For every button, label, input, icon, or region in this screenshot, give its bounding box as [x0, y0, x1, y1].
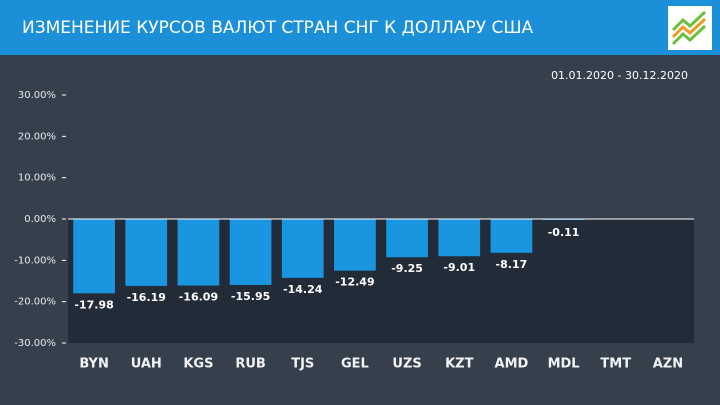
bar: [177, 219, 220, 286]
plot-lower-area: [68, 219, 694, 343]
bar: [386, 219, 428, 258]
y-tick-label: 0.00%: [24, 214, 56, 225]
x-tick-label: UZS: [392, 357, 421, 372]
x-tick-label: TMT: [600, 357, 631, 372]
value-label: -0.11: [548, 226, 580, 239]
value-label: -16.19: [127, 291, 166, 304]
value-label: -16.09: [179, 291, 218, 304]
bar: [334, 219, 376, 271]
x-tick-label: RUB: [235, 357, 265, 372]
bar: [229, 219, 272, 285]
x-tick-label: AMD: [495, 357, 529, 372]
bar: [125, 219, 168, 286]
value-label: -17.98: [74, 298, 113, 311]
x-tick-label: MDL: [548, 357, 580, 372]
chart-title: ИЗМЕНЕНИЕ КУРСОВ ВАЛЮТ СТРАН СНГ К ДОЛЛА…: [22, 18, 534, 38]
y-tick-label: -10.00%: [14, 255, 56, 266]
value-label: -8.17: [496, 258, 528, 271]
value-label: -12.49: [335, 276, 374, 289]
bar: [73, 219, 115, 294]
header-bar: [0, 0, 720, 55]
x-tick-label: KGS: [183, 357, 213, 372]
value-label: -15.95: [231, 290, 270, 303]
y-tick-label: 30.00%: [18, 90, 56, 101]
logo: [668, 6, 712, 50]
value-label: -9.25: [391, 262, 423, 275]
x-tick-label: KZT: [445, 357, 474, 372]
x-tick-label: BYN: [79, 357, 109, 372]
x-tick-label: GEL: [341, 357, 369, 372]
value-label: -14.24: [283, 283, 323, 296]
date-range: 01.01.2020 - 30.12.2020: [551, 69, 688, 82]
bar: [490, 219, 533, 253]
y-tick-label: 20.00%: [18, 131, 56, 142]
y-tick-label: -20.00%: [14, 297, 56, 308]
value-label: -9.01: [443, 261, 475, 274]
y-tick-label: 10.00%: [18, 173, 56, 184]
y-tick-label: -30.00%: [14, 338, 56, 349]
x-tick-label: UAH: [131, 357, 162, 372]
bar: [438, 219, 481, 257]
x-tick-label: AZN: [653, 357, 683, 372]
x-tick-label: TJS: [291, 357, 314, 372]
bar: [281, 219, 324, 278]
